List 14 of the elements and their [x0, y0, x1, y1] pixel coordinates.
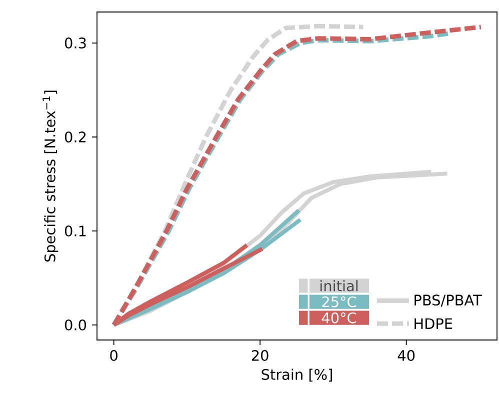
- y-tick-label: 0.1: [64, 226, 86, 236]
- annotation: HDPE: [414, 318, 452, 329]
- legend-label: initial: [320, 280, 358, 292]
- y-axis-title: Specific stress [N.tex$^{−1}$]: [42, 90, 58, 262]
- annotation: PBS/PBAT: [414, 294, 482, 307]
- legend-label: 25°C: [322, 296, 356, 308]
- x-tick-label: 20: [252, 350, 268, 361]
- y-tick-label: 0.2: [64, 132, 86, 142]
- y-tick-label: 0.0: [64, 319, 86, 330]
- x-axis-title: Strain [%]: [262, 368, 332, 382]
- x-tick-label: 40: [398, 350, 415, 361]
- legend-label: 40°C: [322, 312, 356, 324]
- x-tick-label: 0: [110, 350, 118, 361]
- y-tick-label: 0.3: [64, 38, 86, 48]
